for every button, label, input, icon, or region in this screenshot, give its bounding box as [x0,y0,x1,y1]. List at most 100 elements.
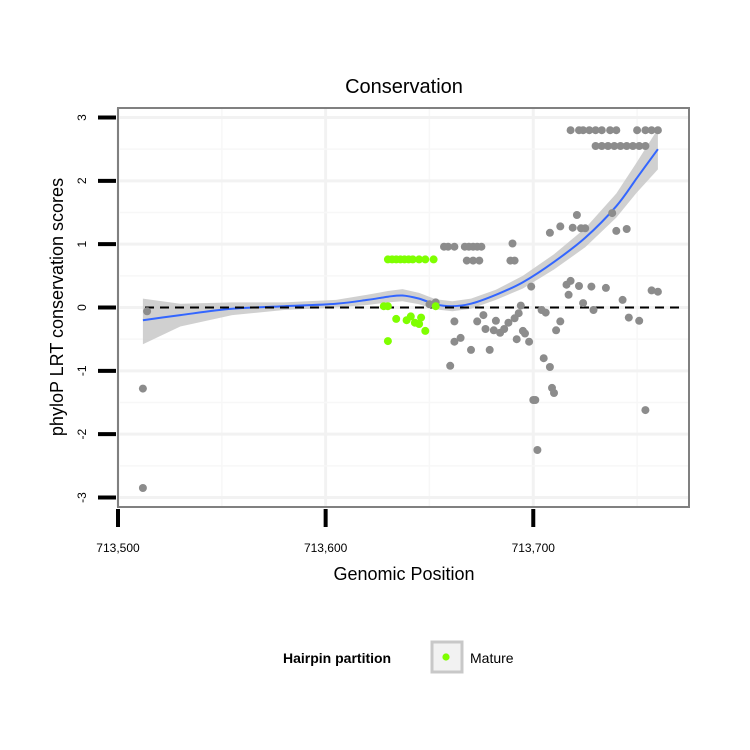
other-point [612,126,621,135]
other-point [510,256,519,265]
other-point [589,306,598,314]
other-point [612,226,621,235]
mature-point [417,313,426,322]
other-point [633,126,642,135]
mature-point [383,337,392,346]
other-point [444,242,453,251]
other-point [456,333,465,342]
other-point [572,211,581,219]
panel-border [117,107,690,508]
other-point [647,286,656,295]
other-point [579,299,588,308]
other-point [485,345,494,354]
other-point [641,126,650,135]
other-point [585,126,594,135]
other-point [566,126,575,135]
y-tick-label: 3 [75,114,89,121]
other-point [533,446,542,454]
other-point [591,142,600,150]
other-point [500,325,509,333]
x-axis: 713,500 713,600 713,700 [96,509,555,555]
other-point [581,224,590,233]
other-point [628,142,637,150]
y-tick-label: -3 [75,492,89,503]
other-point [446,361,455,370]
other-point [622,142,631,150]
other-point [635,142,644,150]
legend-title: Hairpin partition [283,650,391,666]
mature-point [406,312,415,321]
other-point [473,317,482,326]
other-point [641,142,650,150]
other-point [653,287,662,296]
other-point [622,225,631,233]
other-point [556,317,565,326]
other-point [610,142,619,150]
other-point [138,484,147,492]
y-tick-label: -1 [75,365,89,376]
other-point [635,316,644,325]
y-tick-label: -2 [75,429,89,440]
other-point [481,325,490,333]
mature-point [429,255,438,264]
y-axis-title: phyloP LRT conservation scores [47,178,67,436]
other-point [618,295,627,304]
other-point [591,126,600,135]
other-point [138,384,147,393]
other-point [597,142,606,150]
other-point [469,256,478,265]
other-point [527,282,536,291]
other-point [514,309,523,318]
chart-title: Conservation [345,76,463,98]
mature-point [392,314,401,323]
other-point [552,326,561,335]
legend-label-mature: Mature [470,650,514,666]
other-point [545,363,554,371]
x-tick-label: 713,500 [96,541,140,555]
other-point [579,126,588,135]
other-point [541,308,550,317]
y-tick-label: 1 [75,241,89,248]
other-point [489,326,498,335]
other-point [550,389,558,397]
other-point [462,256,471,265]
other-point [512,335,521,344]
y-tick-label: 2 [75,177,89,184]
y-tick-label: 0 [75,304,89,311]
other-point [531,396,540,404]
legend: Hairpin partition Mature [283,640,514,674]
other-point [616,142,625,150]
x-tick-label: 713,600 [304,541,348,555]
other-point [597,126,606,135]
other-point [425,300,434,309]
other-point [450,242,459,251]
other-point [479,311,488,320]
other-point [556,222,565,231]
mature-point [408,255,417,264]
mature-point [421,255,430,264]
other-point [587,282,596,291]
other-point [450,337,459,346]
other-point [641,406,650,415]
confidence-band [142,128,658,345]
other-point [606,126,615,135]
other-point [504,318,513,327]
other-point [564,290,573,299]
other-point [491,316,500,325]
other-point [477,242,486,251]
other-point [475,256,484,265]
other-point [516,301,525,310]
other-point [143,307,152,316]
other-point [566,276,575,285]
other-point [601,283,610,292]
mature-point [383,302,392,311]
mature-point [421,326,430,335]
other-point [545,228,554,237]
plot-panel [116,107,690,508]
y-axis: -3 -2 -1 0 1 2 3 [75,114,116,503]
other-point [608,209,617,218]
mature-point [415,320,424,328]
other-point [539,354,548,363]
other-point [508,239,517,248]
